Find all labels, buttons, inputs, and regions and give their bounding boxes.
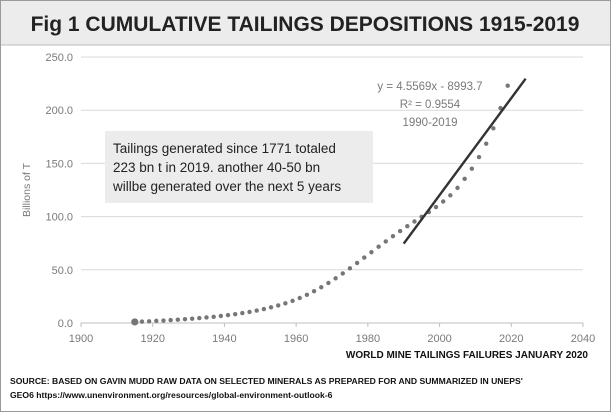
data-point bbox=[146, 319, 152, 324]
chart-title: Fig 1 CUMULATIVE TAILINGS DEPOSITIONS 19… bbox=[31, 13, 580, 36]
data-point bbox=[197, 315, 202, 321]
y-tick-label: 150.0 bbox=[45, 158, 73, 170]
title-band bbox=[1, 1, 610, 45]
data-point bbox=[412, 219, 417, 224]
x-tick-label: 1980 bbox=[356, 333, 380, 345]
data-point bbox=[476, 154, 482, 160]
annotation-line-1: Tailings generated since 1771 totaled bbox=[113, 141, 336, 156]
data-point bbox=[347, 266, 353, 271]
sub-note: WORLD MINE TAILINGS FAILURES JANUARY 202… bbox=[346, 350, 589, 361]
trendline-r-squared: R² = 0.9554 bbox=[400, 99, 461, 111]
data-point bbox=[297, 295, 302, 301]
data-point bbox=[333, 276, 338, 281]
data-point bbox=[376, 244, 381, 249]
data-point bbox=[440, 199, 446, 204]
data-point bbox=[326, 280, 331, 286]
data-point bbox=[491, 126, 496, 131]
data-point bbox=[304, 292, 310, 298]
data-point bbox=[240, 310, 245, 316]
data-point bbox=[254, 308, 259, 313]
trendline-group bbox=[402, 77, 527, 245]
annotation-background bbox=[105, 131, 373, 203]
annotation-box: Tailings generated since 1771 totaled 22… bbox=[105, 131, 373, 203]
data-point bbox=[268, 305, 274, 310]
y-tick-label: 50.0 bbox=[52, 265, 73, 277]
data-point bbox=[131, 318, 139, 326]
data-point bbox=[340, 271, 345, 276]
source-line-2: GEO6 https://www.unenvironment.org/resou… bbox=[10, 390, 333, 400]
x-tick-label: 2000 bbox=[427, 333, 451, 345]
x-tick-label: 2040 bbox=[571, 333, 595, 345]
data-point bbox=[433, 204, 439, 210]
data-point bbox=[311, 288, 317, 294]
data-point bbox=[139, 319, 145, 324]
data-point bbox=[383, 239, 388, 244]
gridlines bbox=[81, 56, 583, 271]
data-point bbox=[290, 298, 295, 304]
source-line-1: SOURCE: BASED ON GAVIN MUDD RAW DATA ON … bbox=[10, 376, 523, 386]
data-point bbox=[390, 233, 396, 239]
annotation-line-2: 223 bn t in 2019. another 40-50 bn bbox=[113, 160, 320, 175]
x-tick-label: 1940 bbox=[212, 333, 236, 345]
data-point bbox=[204, 315, 209, 320]
trendline bbox=[402, 77, 527, 245]
data-point bbox=[483, 141, 489, 146]
y-axis-title: Billions of T bbox=[21, 162, 33, 217]
x-tick-label: 2020 bbox=[499, 333, 523, 345]
data-point bbox=[175, 317, 181, 322]
annotation-line-3: willbe generated over the next 5 years bbox=[112, 179, 341, 194]
data-point bbox=[232, 311, 238, 317]
data-point bbox=[276, 303, 281, 308]
data-point bbox=[448, 193, 453, 198]
data-series bbox=[131, 83, 510, 326]
data-point bbox=[182, 316, 188, 322]
data-point bbox=[283, 301, 288, 306]
data-point bbox=[455, 185, 460, 191]
data-point bbox=[462, 176, 467, 182]
data-point bbox=[168, 317, 173, 323]
y-tick-label: 250.0 bbox=[45, 52, 73, 64]
data-point bbox=[247, 309, 252, 315]
trendline-equation: y = 4.5569x - 8993.7 bbox=[377, 81, 482, 93]
y-tick-label: 200.0 bbox=[45, 105, 73, 117]
data-point bbox=[319, 285, 324, 290]
x-tick-label: 1900 bbox=[69, 333, 93, 345]
data-point bbox=[161, 318, 166, 323]
data-point bbox=[469, 166, 475, 171]
data-point bbox=[189, 316, 195, 321]
x-tick-label: 1960 bbox=[284, 333, 308, 345]
data-point bbox=[362, 255, 367, 260]
y-tick-label: 0.0 bbox=[58, 318, 73, 330]
data-point bbox=[218, 313, 224, 319]
x-tick-label: 1920 bbox=[140, 333, 164, 345]
trendline-range: 1990-2019 bbox=[403, 117, 458, 129]
data-point bbox=[405, 223, 410, 229]
data-point bbox=[354, 260, 360, 266]
y-tick-label: 100.0 bbox=[45, 212, 73, 224]
data-point bbox=[154, 318, 159, 324]
data-point bbox=[261, 306, 267, 312]
data-point bbox=[225, 312, 231, 318]
data-point bbox=[369, 249, 374, 255]
axes: 0.0 50.0 100.0 150.0 200.0 250.0 1900 1920 1940 1… bbox=[45, 52, 595, 345]
data-point bbox=[211, 314, 216, 320]
data-point bbox=[505, 83, 510, 88]
data-point bbox=[397, 228, 403, 234]
